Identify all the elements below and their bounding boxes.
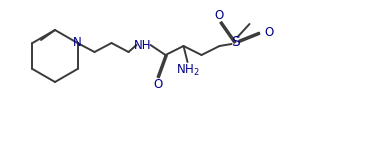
Text: O: O [214, 9, 223, 22]
Text: O: O [264, 26, 273, 39]
Text: NH$_2$: NH$_2$ [176, 62, 199, 78]
Text: O: O [153, 78, 162, 91]
Text: S: S [231, 35, 240, 49]
Text: N: N [73, 35, 82, 49]
Text: NH: NH [134, 39, 151, 52]
